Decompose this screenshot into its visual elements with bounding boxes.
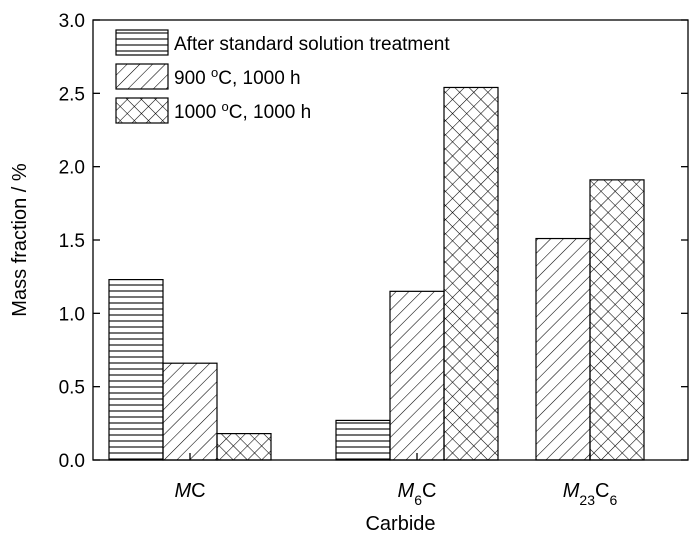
- bar-MC-series-3: [216, 433, 272, 461]
- y-tick-label: 2.5: [59, 84, 85, 105]
- x-axis-label: Carbide: [365, 513, 435, 535]
- legend-label-3: 1000 oC, 1000 h: [174, 99, 311, 124]
- legend-swatch-1: [115, 29, 169, 56]
- bar-MC-series-1: [108, 279, 164, 461]
- legend-label-1: After standard solution treatment: [174, 34, 450, 55]
- y-axis-label: Mass fraction / %: [9, 163, 31, 317]
- bar-M6C-series-2: [389, 290, 445, 461]
- bar-M23C6-series-2: [535, 237, 591, 461]
- legend-entry-2: 900 oC, 1000 h: [115, 63, 301, 90]
- bar-M23C6-series-3: [589, 179, 645, 461]
- y-tick-label: 0.5: [59, 378, 85, 399]
- bar-M6C-series-1: [335, 419, 391, 461]
- x-tick-label-M23C6: M23C6: [563, 480, 618, 508]
- x-tick-label-M6C: M6C: [398, 480, 437, 508]
- legend-label-2: 900 oC, 1000 h: [174, 65, 301, 90]
- y-tick-label: 1.0: [59, 304, 85, 325]
- bar-MC-series-2: [162, 362, 218, 461]
- y-tick-label: 2.0: [59, 158, 85, 179]
- legend-swatch-2: [115, 63, 169, 90]
- legend-entry-3: 1000 oC, 1000 h: [115, 97, 311, 124]
- legend-swatch-3: [115, 97, 169, 124]
- y-tick-label: 1.5: [59, 231, 85, 252]
- y-tick-label: 3.0: [59, 11, 85, 32]
- bar-M6C-series-3: [443, 86, 499, 461]
- legend-entry-1: After standard solution treatment: [115, 29, 450, 56]
- x-tick-label-MC: MC: [174, 480, 205, 502]
- y-tick-label: 0.0: [59, 451, 85, 472]
